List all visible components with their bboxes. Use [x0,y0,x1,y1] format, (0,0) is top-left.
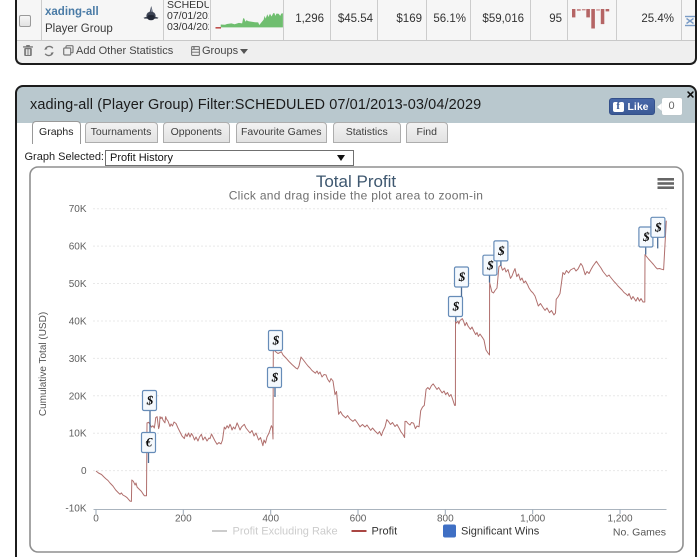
svg-text:1,000: 1,000 [520,514,545,525]
svg-text:$: $ [486,257,494,272]
svg-text:$: $ [654,220,662,235]
svg-text:10K: 10K [69,429,87,440]
svg-text:$: $ [146,393,154,408]
svg-text:-10K: -10K [65,504,86,515]
svg-text:0: 0 [81,466,87,477]
svg-text:60K: 60K [69,242,87,253]
svg-text:1,200: 1,200 [607,514,632,525]
svg-text:Profit Excluding Rake: Profit Excluding Rake [233,526,338,538]
svg-text:800: 800 [437,514,454,525]
svg-text:50K: 50K [69,279,87,290]
svg-text:40K: 40K [69,317,87,328]
svg-text:Cumulative Total (USD): Cumulative Total (USD) [38,312,49,416]
svg-text:20K: 20K [69,391,87,402]
svg-text:€: € [145,435,153,450]
svg-text:600: 600 [350,514,367,525]
svg-text:30K: 30K [69,354,87,365]
svg-text:Click and drag inside the plot: Click and drag inside the plot area to z… [229,189,484,203]
svg-text:Significant Wins: Significant Wins [461,526,540,538]
svg-text:$: $ [272,333,280,348]
svg-text:No. Games: No. Games [613,527,666,539]
svg-text:$: $ [452,299,460,314]
svg-text:Profit: Profit [372,526,398,538]
svg-text:200: 200 [175,514,192,525]
svg-text:$: $ [642,229,650,244]
svg-text:0: 0 [93,514,99,525]
svg-text:Total Profit: Total Profit [316,172,397,191]
svg-text:$: $ [497,243,505,258]
svg-text:$: $ [271,370,279,385]
svg-text:400: 400 [262,514,279,525]
svg-text:70K: 70K [69,204,87,215]
svg-text:$: $ [458,269,466,284]
